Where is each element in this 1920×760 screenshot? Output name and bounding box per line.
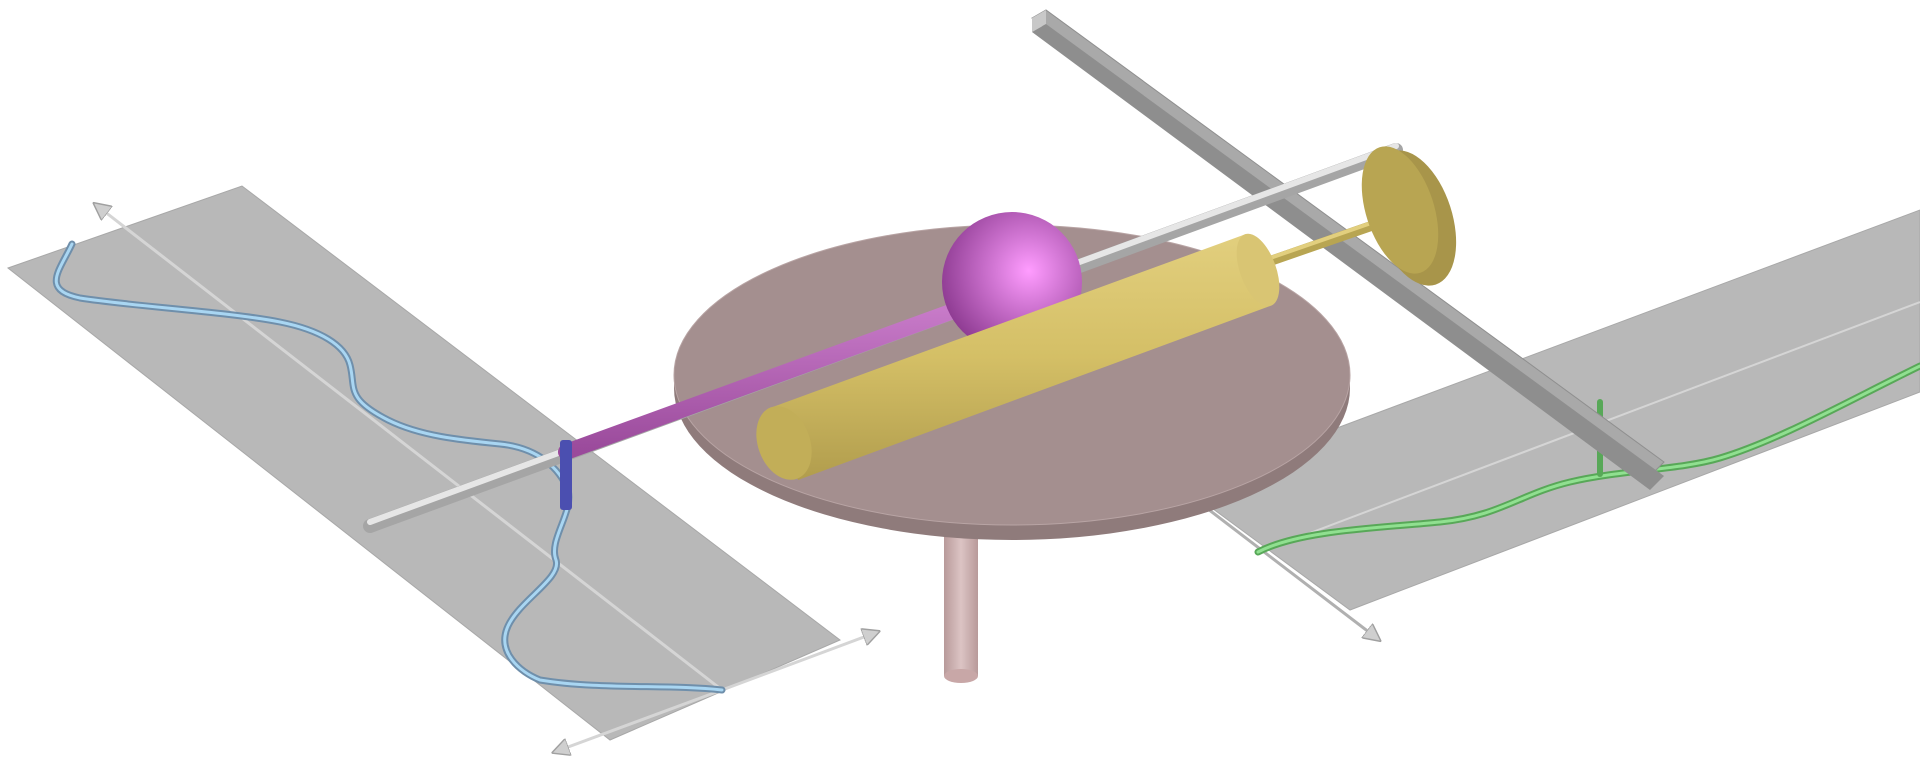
left-axis-arrow-upper <box>100 208 723 692</box>
purple-rod <box>558 302 964 460</box>
gold-cylinder-body <box>770 234 1270 480</box>
left-plate <box>6 185 841 741</box>
post-bottom <box>944 669 978 683</box>
rod-clamp <box>560 440 572 510</box>
right-green-curve-highlight <box>1256 364 1920 554</box>
gold-cylinder-far-cap <box>1236 233 1280 307</box>
gold-cylinder-near-cap <box>756 406 812 480</box>
left-blue-curve-highlight <box>54 242 724 692</box>
grey-bar-end <box>1032 10 1046 32</box>
left-axis-arrow-down <box>560 688 723 750</box>
gold-end-disc <box>1361 146 1439 274</box>
grey-bar-side <box>1032 24 1664 490</box>
left-axis-arrow-lower <box>721 634 872 692</box>
